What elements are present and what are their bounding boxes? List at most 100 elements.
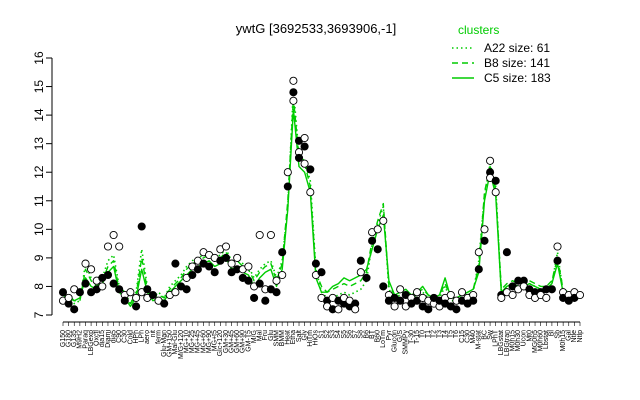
data-point	[279, 271, 286, 278]
data-point	[369, 237, 376, 244]
data-point	[183, 286, 190, 293]
data-point	[481, 226, 488, 233]
data-point	[290, 97, 297, 104]
data-point	[374, 226, 381, 233]
data-point	[82, 260, 89, 267]
data-point	[487, 157, 494, 164]
data-point	[363, 274, 370, 281]
data-point	[262, 297, 269, 304]
data-point	[245, 263, 252, 270]
y-tick-label: 11	[32, 194, 46, 207]
data-point	[543, 294, 550, 301]
data-point	[475, 249, 482, 256]
data-point	[256, 280, 263, 287]
legend-entry-label: B8 size: 141	[484, 56, 550, 70]
y-tick-label: 12	[32, 165, 46, 179]
data-point	[425, 306, 432, 313]
y-tick-label: 10	[32, 222, 46, 236]
data-point	[273, 289, 280, 296]
data-point	[413, 289, 420, 296]
data-point	[222, 243, 229, 250]
data-point	[503, 249, 510, 256]
data-point	[110, 231, 117, 238]
data-point	[312, 260, 319, 267]
data-point	[307, 189, 314, 196]
data-point	[301, 160, 308, 167]
data-point	[251, 294, 258, 301]
data-point	[290, 89, 297, 96]
data-point	[65, 294, 72, 301]
data-point	[245, 277, 252, 284]
data-point	[498, 294, 505, 301]
data-point	[138, 223, 145, 230]
y-axis: 78910111213141516	[32, 51, 52, 318]
legend: clusters A22 size: 61B8 size: 141C5 size…	[452, 23, 551, 85]
data-point	[104, 271, 111, 278]
data-point	[357, 269, 364, 276]
series-line-solid	[63, 109, 580, 306]
data-point	[279, 249, 286, 256]
data-point	[172, 260, 179, 267]
y-tick-label: 15	[32, 80, 46, 94]
data-point	[458, 289, 465, 296]
data-point	[88, 266, 95, 273]
y-tick-label: 7	[32, 311, 46, 318]
data-point	[295, 154, 302, 161]
data-point	[397, 297, 404, 304]
data-point	[211, 269, 218, 276]
data-point	[133, 294, 140, 301]
chart-title: ywtG [3692533,3693906,-1]	[236, 21, 396, 36]
data-point	[307, 166, 314, 173]
data-point	[194, 266, 201, 273]
data-point	[82, 280, 89, 287]
data-point	[470, 297, 477, 304]
data-point	[481, 237, 488, 244]
y-tick-label: 8	[32, 283, 46, 290]
data-point	[104, 243, 111, 250]
data-point	[397, 286, 404, 293]
data-point	[228, 260, 235, 267]
data-point	[380, 217, 387, 224]
data-point	[121, 297, 128, 304]
data-point	[161, 300, 168, 307]
y-tick-label: 9	[32, 254, 46, 261]
legend-entry-label: A22 size: 61	[484, 41, 550, 55]
data-point	[357, 257, 364, 264]
data-point	[206, 263, 213, 270]
data-point	[172, 289, 179, 296]
data-point	[576, 291, 583, 298]
data-point	[554, 257, 561, 264]
data-point	[509, 291, 516, 298]
data-point	[492, 177, 499, 184]
data-point	[554, 243, 561, 250]
data-point	[256, 231, 263, 238]
y-tick-label: 14	[32, 108, 46, 122]
data-point	[374, 246, 381, 253]
data-point	[59, 289, 66, 296]
data-point	[290, 77, 297, 84]
legend-entry-label: C5 size: 183	[484, 71, 551, 85]
data-point	[189, 271, 196, 278]
data-point	[447, 291, 454, 298]
data-point	[133, 303, 140, 310]
data-point	[453, 306, 460, 313]
data-point	[110, 280, 117, 287]
y-tick-label: 16	[32, 51, 46, 65]
data-point	[301, 143, 308, 150]
data-point	[475, 266, 482, 273]
data-point	[301, 134, 308, 141]
data-point	[492, 189, 499, 196]
data-point	[352, 306, 359, 313]
points-layer	[59, 77, 583, 313]
data-point	[127, 289, 134, 296]
data-point	[284, 183, 291, 190]
data-point	[149, 291, 156, 298]
data-point	[267, 231, 274, 238]
data-point	[144, 286, 151, 293]
data-point	[380, 283, 387, 290]
data-point	[391, 303, 398, 310]
legend-title: clusters	[458, 23, 499, 37]
data-point	[76, 289, 83, 296]
data-point	[71, 306, 78, 313]
